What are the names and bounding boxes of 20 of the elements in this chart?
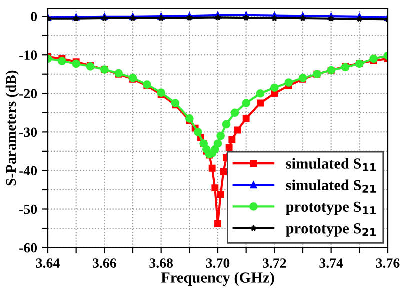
y-tick-label: -10: [20, 50, 38, 60]
y-tick-label: -50: [20, 204, 38, 214]
x-axis-title: Frequency (GHz): [161, 272, 274, 286]
legend-label: simulated S$_{11}$: [286, 158, 376, 172]
y-tick-label: -40: [20, 166, 38, 176]
x-tick-label: 3.70: [206, 258, 230, 268]
x-tick-label: 3.64: [36, 258, 60, 268]
legend-label: prototype S$_{21}$: [286, 224, 376, 237]
x-tick-label: 3.76: [376, 258, 400, 268]
legend-label: simulated S$_{21}$: [286, 180, 376, 193]
y-axis-title: S-Parameters (dB): [6, 70, 20, 186]
y-tick-label: -20: [20, 89, 38, 99]
x-tick-label: 3.68: [150, 258, 174, 268]
x-tick-label: 3.66: [93, 258, 116, 268]
y-tick-label: -30: [20, 128, 38, 138]
x-tick-label: 3.72: [263, 258, 286, 268]
legend-label: prototype S$_{11}$: [286, 202, 376, 216]
y-tick-label: -60: [20, 243, 38, 253]
y-tick-label: 0: [31, 12, 38, 22]
x-tick-label: 3.74: [320, 258, 344, 268]
